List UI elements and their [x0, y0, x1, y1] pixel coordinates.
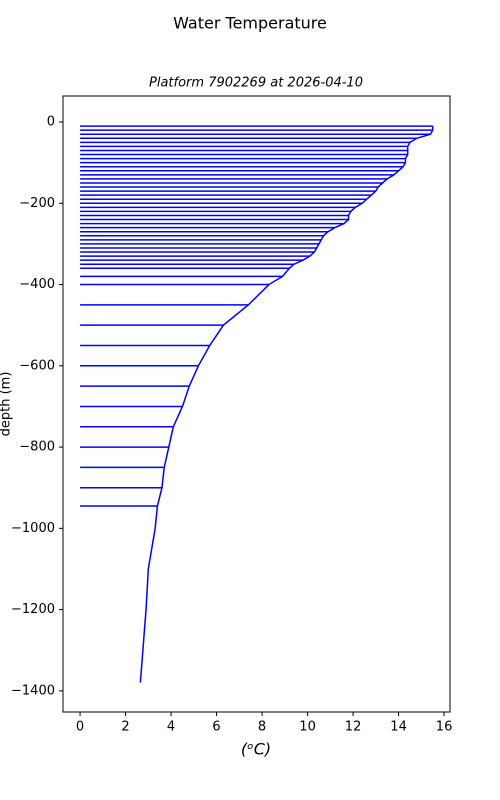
y-tick-label: −600: [19, 358, 55, 373]
chart-title: Water Temperature: [173, 14, 327, 33]
y-tick-label: −800: [19, 440, 55, 455]
y-tick-label: −200: [19, 196, 55, 211]
plot-frame: [62, 95, 451, 713]
y-tick-label: −400: [19, 277, 55, 292]
x-axis-label: (ᵒC): [241, 740, 271, 759]
x-tick-label: 2: [121, 720, 129, 735]
x-tick-label: 12: [345, 720, 362, 735]
chart-subtitle: Platform 7902269 at 2026-04-10: [149, 76, 363, 91]
y-axis-label: depth (m): [0, 372, 14, 437]
y-tick-label: −1000: [11, 521, 55, 536]
x-tick-label: 0: [76, 720, 84, 735]
y-tick-label: −1200: [11, 602, 55, 617]
y-tick-label: 0: [47, 115, 55, 130]
y-tick-label: −1400: [11, 683, 55, 698]
x-tick-label: 16: [436, 720, 453, 735]
x-tick-label: 4: [167, 720, 175, 735]
x-tick-label: 8: [258, 720, 266, 735]
x-tick-label: 10: [299, 720, 316, 735]
x-tick-label: 6: [212, 720, 220, 735]
x-tick-label: 14: [390, 720, 407, 735]
profile-line: [139, 126, 434, 683]
